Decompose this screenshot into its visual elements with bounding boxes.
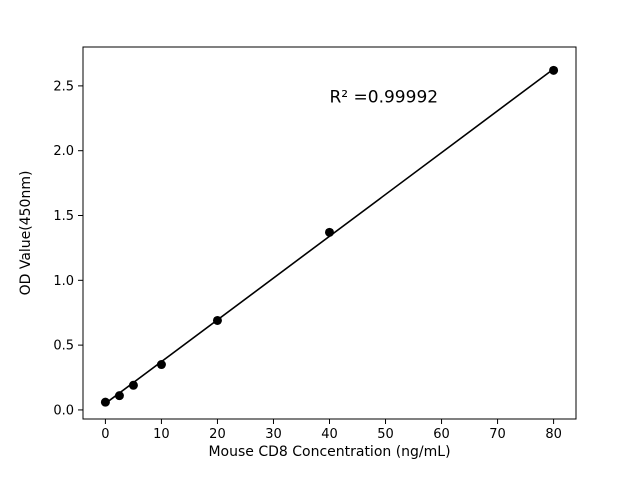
data-point [100,397,110,407]
x-tick-label: 60 [433,427,450,442]
x-tick-label: 0 [101,427,109,442]
y-tick-label: 2.0 [53,144,74,159]
data-points [100,65,559,407]
x-tick-label: 50 [377,427,394,442]
y-tick-label: 2.5 [53,79,74,94]
y-tick-label: 0.0 [53,403,74,418]
data-point [128,380,138,390]
data-point [212,315,222,325]
x-tick-label: 10 [153,427,170,442]
x-axis: 0 10 20 30 40 50 60 70 80 [101,419,562,442]
x-tick-label: 70 [489,427,506,442]
data-point [114,391,124,401]
r-squared-annotation: R² =0.99992 [330,87,439,107]
x-tick-label: 40 [321,427,338,442]
x-tick-label: 20 [209,427,226,442]
data-point [549,65,559,75]
y-tick-label: 1.0 [53,274,74,289]
y-tick-label: 0.5 [53,339,74,354]
y-tick-label: 1.5 [53,209,74,224]
x-axis-label: Mouse CD8 Concentration (ng/mL) [208,444,450,460]
x-tick-label: 80 [545,427,562,442]
data-point [156,360,166,370]
y-axis: 0.0 0.5 1.0 1.5 2.0 2.5 [53,79,83,418]
y-axis-label: OD Value(450nm) [18,171,34,296]
x-tick-label: 30 [265,427,282,442]
data-point [325,227,334,237]
